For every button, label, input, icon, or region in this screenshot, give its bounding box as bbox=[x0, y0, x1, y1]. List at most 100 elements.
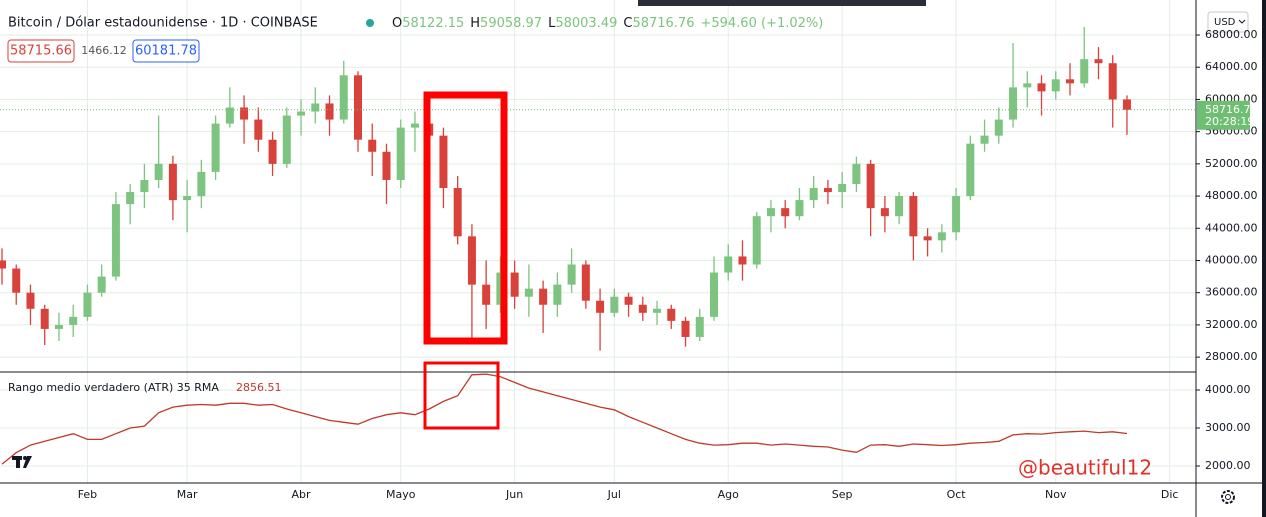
candle-body bbox=[311, 103, 320, 112]
candle-body bbox=[880, 208, 889, 217]
candle-body bbox=[567, 264, 576, 285]
y-tick-label: 28000.00 bbox=[1205, 350, 1258, 363]
candle-body bbox=[624, 296, 633, 305]
sell-button[interactable] bbox=[7, 39, 75, 63]
ohlc-key: H bbox=[470, 16, 480, 31]
candle-body bbox=[240, 107, 249, 120]
candle-body bbox=[752, 216, 761, 265]
buy-price[interactable]: 60181.78 bbox=[135, 44, 197, 59]
watermark: @beautiful12 bbox=[1018, 456, 1152, 480]
candle-body bbox=[83, 292, 92, 317]
last-price-label: 58716.76 bbox=[1205, 103, 1258, 116]
candle-body bbox=[809, 188, 818, 201]
candle-body bbox=[952, 196, 961, 233]
ohlc-legend: O58122.15 H59058.97 L58003.49 C58716.76 +594… bbox=[392, 16, 823, 31]
currency-button[interactable] bbox=[1207, 11, 1249, 33]
x-tick-label: Sep bbox=[832, 488, 853, 501]
candle-body bbox=[710, 272, 718, 317]
candle-body bbox=[467, 236, 476, 285]
candle-body bbox=[1122, 99, 1131, 110]
ohlc-key: L bbox=[548, 16, 556, 31]
x-tick-label: Abr bbox=[292, 488, 312, 501]
sell-price[interactable]: 58715.66 bbox=[10, 44, 72, 59]
y-tick-label: 48000.00 bbox=[1205, 189, 1258, 202]
candle-body bbox=[724, 256, 733, 273]
candle-body bbox=[695, 316, 704, 337]
y-tick-label: 3000.00 bbox=[1205, 421, 1251, 434]
candle-body bbox=[937, 232, 946, 241]
x-tick-label: Jun bbox=[505, 488, 523, 501]
candle-body bbox=[54, 324, 63, 329]
y-tick-label: 52000.00 bbox=[1205, 157, 1258, 170]
candle-body bbox=[268, 139, 277, 164]
grid bbox=[0, 0, 1196, 483]
candle-body bbox=[994, 119, 1003, 136]
candle-body bbox=[282, 115, 291, 164]
candle-body bbox=[69, 316, 78, 325]
ohlc-key: C bbox=[623, 16, 632, 31]
y-tick-label: 68000.00 bbox=[1205, 28, 1258, 41]
x-tick-label: Ago bbox=[718, 488, 740, 501]
candle-body bbox=[97, 276, 106, 293]
indicator-line bbox=[1, 373, 1128, 465]
plot bbox=[0, 26, 1196, 465]
y-tick-label: 40000.00 bbox=[1205, 253, 1258, 266]
candle-body bbox=[966, 143, 975, 197]
candle-body bbox=[183, 196, 192, 201]
candle-body bbox=[154, 163, 163, 180]
candle-body bbox=[766, 208, 775, 217]
ohlc-value: 58716.76 bbox=[632, 16, 694, 31]
y-tick-label: 44000.00 bbox=[1205, 221, 1258, 234]
candle-body bbox=[823, 188, 832, 193]
candle-body bbox=[781, 208, 790, 217]
y-tick-label: 64000.00 bbox=[1205, 60, 1258, 73]
indicator-value: 2856.51 bbox=[236, 381, 282, 394]
candle-body bbox=[111, 204, 120, 277]
y-tick-label: 4000.00 bbox=[1205, 383, 1251, 396]
change: +594.60 (+1.02%) bbox=[700, 16, 823, 31]
highlight-box bbox=[423, 361, 500, 430]
candle-body bbox=[653, 308, 662, 313]
candle-body bbox=[325, 103, 334, 120]
currency-caret bbox=[1238, 19, 1246, 24]
symbol-title: Bitcoin / Dólar estadounidense · 1D · CO… bbox=[8, 16, 318, 31]
ohlc-value: 58122.15 bbox=[402, 16, 464, 31]
candle-body bbox=[510, 272, 519, 297]
candle-body bbox=[40, 308, 49, 329]
candle-body bbox=[1080, 59, 1089, 84]
candle-body bbox=[1037, 83, 1046, 92]
candle-body bbox=[26, 292, 35, 309]
candle-body bbox=[1094, 59, 1103, 64]
settings-icon[interactable] bbox=[1221, 490, 1235, 504]
ohlc-value: 58003.49 bbox=[555, 16, 617, 31]
candle-body bbox=[1066, 79, 1074, 84]
buy-button[interactable] bbox=[132, 39, 200, 63]
x-tick-label: Feb bbox=[78, 488, 97, 501]
candle-body bbox=[382, 151, 391, 180]
candle-body bbox=[439, 135, 448, 189]
market-status[interactable] bbox=[366, 19, 374, 27]
ohlc-key: O bbox=[392, 16, 402, 31]
candle-body bbox=[738, 256, 747, 265]
tv-logo bbox=[12, 456, 32, 468]
x-tick-label: Jul bbox=[607, 488, 621, 501]
candle-body bbox=[168, 163, 177, 201]
currency[interactable]: USD bbox=[1214, 17, 1236, 28]
candle-body bbox=[496, 272, 505, 305]
candle-body bbox=[638, 304, 647, 313]
candle-body bbox=[866, 163, 875, 209]
candle-body bbox=[553, 284, 562, 305]
candle-body bbox=[909, 196, 918, 237]
last-price-box bbox=[1197, 100, 1250, 130]
candle-body bbox=[895, 196, 904, 217]
candle-body bbox=[197, 171, 206, 197]
x-tick-label: Mar bbox=[177, 488, 198, 501]
candle-body bbox=[297, 111, 306, 116]
x-tick-label: Nov bbox=[1045, 488, 1067, 501]
candle-body bbox=[1023, 83, 1032, 88]
candle-body bbox=[852, 163, 861, 184]
candle-body bbox=[211, 123, 220, 172]
candle-body bbox=[667, 308, 676, 321]
candle-body bbox=[254, 119, 263, 140]
